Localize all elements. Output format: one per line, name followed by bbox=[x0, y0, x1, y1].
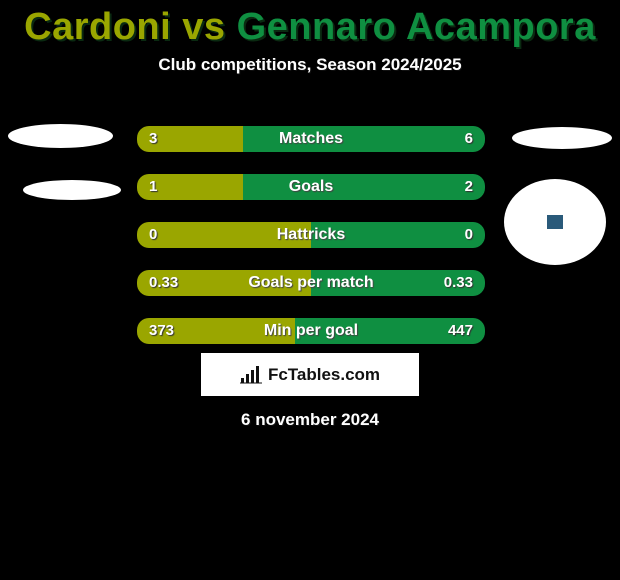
stat-bar-right bbox=[311, 222, 485, 248]
source-badge-text: FcTables.com bbox=[268, 365, 380, 385]
stat-bar-right bbox=[311, 270, 485, 296]
title-player-left: Cardoni bbox=[24, 6, 171, 48]
stat-bar-left bbox=[137, 174, 243, 200]
avatar-right-circle bbox=[504, 179, 606, 265]
avatar-left-shape-2 bbox=[23, 180, 121, 200]
date-text: 6 november 2024 bbox=[0, 410, 620, 430]
source-badge: FcTables.com bbox=[201, 353, 419, 396]
stat-bar-right bbox=[295, 318, 485, 344]
stat-bar-left bbox=[137, 318, 295, 344]
stat-row: Goals12 bbox=[136, 173, 486, 201]
stat-row: Hattricks00 bbox=[136, 221, 486, 249]
stat-bars: Matches36 Goals12 Hattricks00 Goals per mat… bbox=[136, 125, 484, 365]
stat-row: Matches36 bbox=[136, 125, 486, 153]
bar-chart-icon bbox=[240, 366, 262, 384]
avatar-right-shape-1 bbox=[512, 127, 612, 149]
stat-bar-left bbox=[137, 126, 243, 152]
stat-bar-right bbox=[243, 126, 485, 152]
avatar-right-inner-icon bbox=[546, 214, 564, 230]
stat-bar-left bbox=[137, 222, 311, 248]
stat-row: Min per goal373447 bbox=[136, 317, 486, 345]
page-title: Cardoni vs Gennaro Acampora bbox=[0, 0, 620, 49]
title-player-right: Gennaro Acampora bbox=[237, 6, 596, 48]
stat-bar-left bbox=[137, 270, 311, 296]
avatar-left-shape-1 bbox=[8, 124, 113, 148]
stat-row: Goals per match0.330.33 bbox=[136, 269, 486, 297]
title-vs: vs bbox=[171, 6, 236, 48]
stat-bar-right bbox=[243, 174, 485, 200]
subtitle: Club competitions, Season 2024/2025 bbox=[0, 55, 620, 75]
comparison-infographic: Cardoni vs Gennaro Acampora Club competi… bbox=[0, 0, 620, 580]
